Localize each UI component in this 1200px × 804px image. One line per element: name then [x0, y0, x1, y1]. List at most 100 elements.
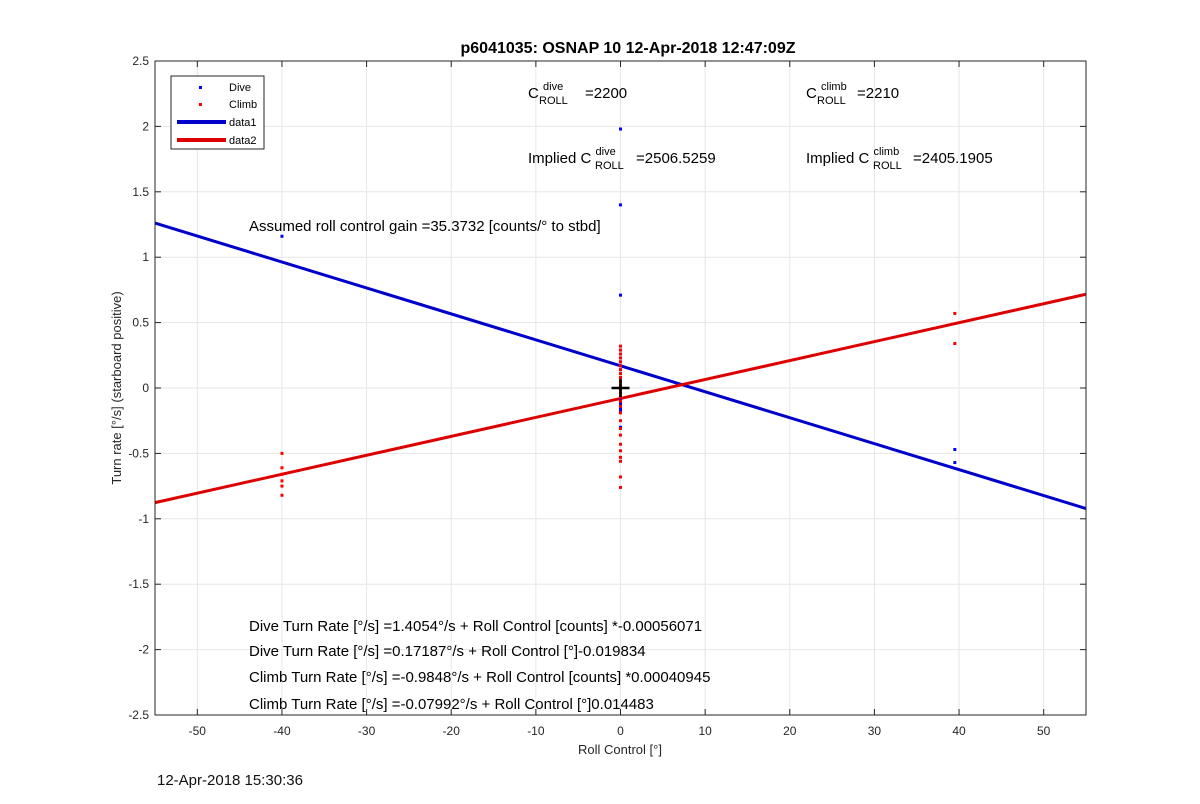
c-climb-sup: climb — [821, 81, 847, 93]
point-climb — [280, 493, 284, 497]
point-climb — [619, 372, 622, 376]
point-climb — [619, 364, 622, 368]
x-tick-label: 40 — [952, 724, 966, 738]
c-dive-value: =2200 — [585, 85, 627, 102]
point-climb — [619, 356, 622, 360]
c-climb-value: =2210 — [857, 85, 899, 102]
point-climb — [619, 427, 622, 431]
legend-dive-marker — [199, 86, 202, 89]
point-climb — [619, 455, 622, 459]
implied-dive-sub: ROLL — [595, 160, 624, 172]
x-tick-label: -40 — [273, 724, 291, 738]
x-tick-label: -20 — [443, 724, 461, 738]
point-dive — [953, 447, 957, 451]
y-tick-label: 2 — [142, 119, 149, 133]
point-climb — [280, 479, 284, 483]
legend-box — [170, 75, 265, 150]
y-tick-label: -1 — [138, 512, 149, 526]
x-tick-label: 50 — [1037, 724, 1051, 738]
implied-climb-value: =2405.1905 — [913, 150, 993, 167]
y-tick-label: 1 — [142, 250, 149, 264]
point-climb — [953, 311, 957, 315]
svg-text:C dive: C dive — [528, 81, 563, 102]
point-climb — [619, 411, 622, 415]
y-tick-label: 0 — [142, 381, 149, 395]
point-climb — [619, 368, 622, 372]
origin-marker — [611, 379, 630, 397]
c-dive-sub: ROLL — [539, 95, 568, 107]
point-climb — [619, 449, 622, 453]
footer-timestamp: 12-Apr-2018 15:30:36 — [157, 772, 303, 789]
legend-item-data2: data2 — [177, 135, 257, 147]
point-climb — [619, 404, 622, 408]
y-tick-label: -0.5 — [128, 446, 149, 460]
svg-text:Implied C dive: Implied C dive — [528, 146, 616, 167]
annotation-c-climb: C climb ROLL =2210 — [806, 81, 899, 107]
fit-equations: Dive Turn Rate [°/s] =1.4054°/s + Roll C… — [249, 618, 710, 713]
annotation-gain: Assumed roll control gain =35.3732 [coun… — [249, 218, 601, 235]
implied-climb-sup: climb — [874, 146, 900, 158]
y-tick-label: 1.5 — [132, 185, 149, 199]
svg-text:C climb: C climb — [806, 81, 847, 102]
y-axis-label: Turn rate [°/s] (starboard positive) — [109, 291, 124, 484]
legend-data1-label: data1 — [229, 117, 257, 129]
point-climb — [953, 342, 957, 346]
point-climb — [619, 376, 622, 380]
legend-item-climb: Climb — [199, 99, 257, 111]
annotation-implied-dive: Implied C dive ROLL =2506.5259 — [528, 146, 716, 172]
point-climb — [619, 419, 622, 423]
annotation-implied-climb: Implied C climb ROLL =2405.1905 — [806, 146, 993, 172]
point-climb — [280, 472, 284, 476]
axis-ticks: -50 -40 -30 -20 -10 0 10 20 30 40 50-2.5-2-1.5-1-0… — [128, 54, 1086, 738]
point-dive — [280, 234, 284, 238]
fit-equation-climb-counts: Climb Turn Rate [°/s] =-0.9848°/s + Roll… — [249, 669, 710, 686]
x-axis-label: Roll Control [°] — [578, 742, 662, 757]
c-climb-sub: ROLL — [817, 95, 846, 107]
point-dive — [953, 461, 957, 465]
legend: Dive Climb data1 data2 — [170, 75, 265, 150]
point-climb — [619, 442, 622, 446]
point-climb — [619, 475, 622, 479]
point-climb — [619, 459, 622, 463]
implied-dive-prefix: Implied C — [528, 150, 592, 167]
point-climb — [619, 360, 622, 364]
point-dive — [619, 293, 622, 297]
implied-dive-value: =2506.5259 — [636, 150, 716, 167]
c-climb-base: C — [806, 85, 817, 102]
legend-item-data1: data1 — [177, 117, 257, 129]
fit-equation-dive-degrees: Dive Turn Rate [°/s] =0.17187°/s + Roll … — [249, 643, 646, 660]
legend-climb-marker — [199, 103, 202, 106]
c-dive-sup: dive — [543, 81, 563, 93]
y-tick-label: -2 — [138, 643, 149, 657]
fit-equation-dive-counts: Dive Turn Rate [°/s] =1.4054°/s + Roll C… — [249, 618, 702, 635]
point-climb — [280, 466, 284, 470]
point-dive — [619, 407, 622, 411]
point-climb — [619, 352, 622, 356]
legend-data2-label: data2 — [229, 135, 257, 147]
svg-text:Implied C climb: Implied C climb — [806, 146, 899, 167]
point-climb — [619, 399, 622, 403]
point-climb — [619, 485, 622, 489]
y-tick-label: 2.5 — [132, 54, 149, 68]
y-tick-label: 0.5 — [132, 316, 149, 330]
chart-title: p6041035: OSNAP 10 12-Apr-2018 12:47:09Z — [461, 40, 796, 57]
legend-climb-label: Climb — [229, 99, 257, 111]
x-tick-label: -10 — [527, 724, 545, 738]
point-climb — [280, 484, 284, 488]
y-tick-label: -1.5 — [128, 577, 149, 591]
x-tick-label: 20 — [783, 724, 797, 738]
implied-climb-prefix: Implied C — [806, 150, 870, 167]
y-tick-label: -2.5 — [128, 708, 149, 722]
implied-climb-sub: ROLL — [873, 160, 902, 172]
legend-dive-label: Dive — [229, 82, 251, 94]
fit-equation-climb-degrees: Climb Turn Rate [°/s] =-0.07992°/s + Rol… — [249, 696, 654, 713]
legend-item-dive: Dive — [199, 82, 251, 94]
x-tick-label: -30 — [358, 724, 376, 738]
point-dive — [619, 402, 622, 406]
point-climb — [619, 344, 622, 348]
annotation-c-dive: C dive ROLL =2200 — [528, 81, 627, 107]
point-dive — [619, 203, 622, 207]
point-climb — [619, 395, 622, 399]
x-tick-label: 0 — [617, 724, 624, 738]
